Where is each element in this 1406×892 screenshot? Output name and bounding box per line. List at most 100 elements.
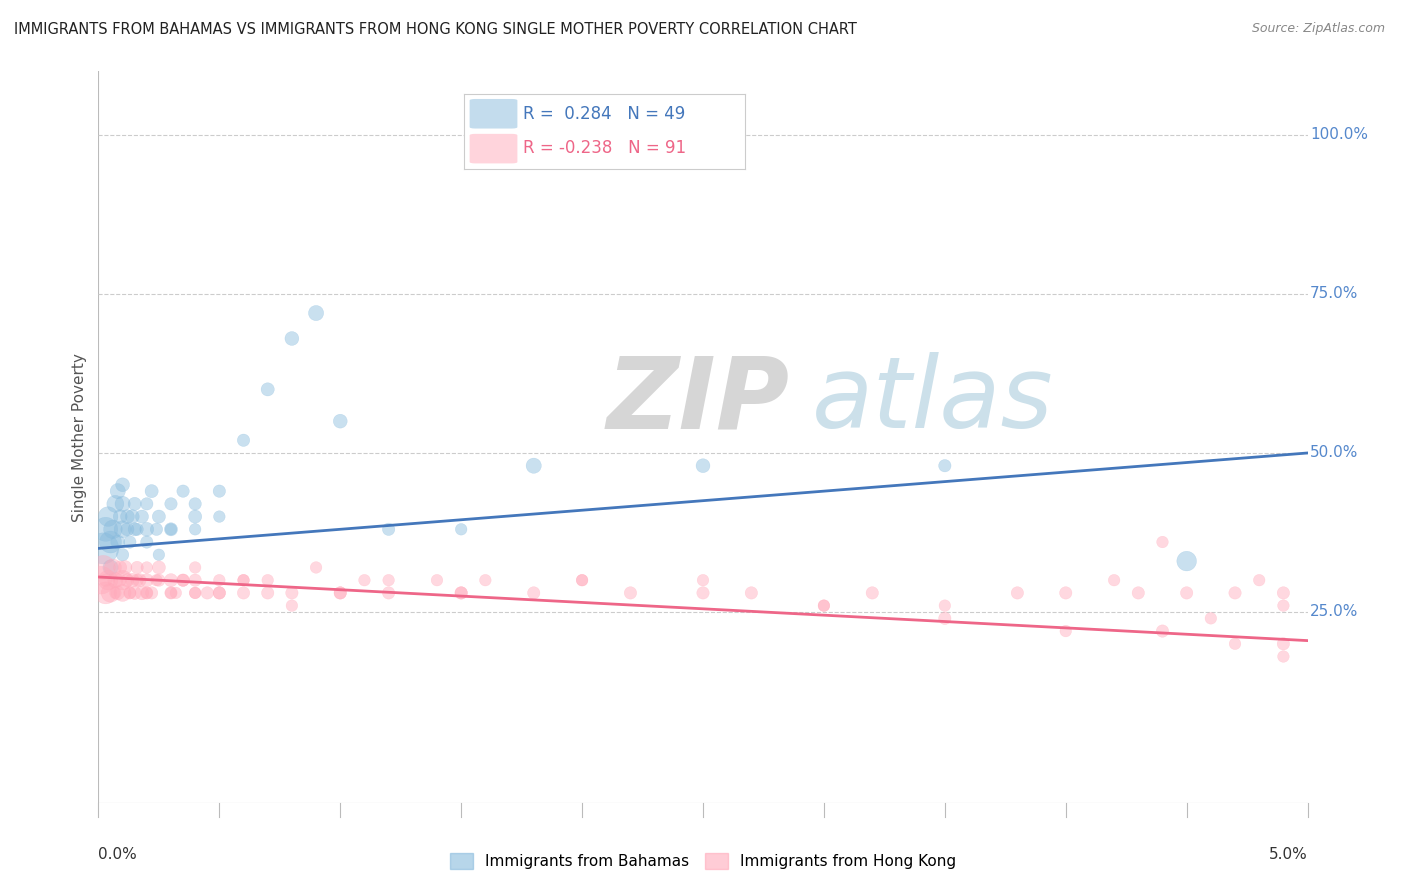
Point: [128, 573, 150, 587]
Text: 50.0%: 50.0%: [1310, 445, 1358, 460]
Point: [232, 586, 254, 600]
Point: [135, 573, 157, 587]
Point: [813, 599, 835, 613]
Point: [184, 560, 207, 574]
Point: [281, 599, 304, 613]
Point: [474, 573, 496, 587]
Point: [1272, 637, 1295, 651]
Point: [232, 573, 254, 587]
Point: [1272, 649, 1295, 664]
Point: [111, 586, 134, 600]
Point: [114, 560, 136, 574]
Point: [148, 560, 170, 574]
Point: [450, 522, 472, 536]
Point: [145, 573, 167, 587]
Point: [329, 414, 352, 428]
Point: [104, 573, 127, 587]
FancyBboxPatch shape: [470, 134, 517, 163]
Point: [135, 586, 157, 600]
Point: [1272, 599, 1295, 613]
Point: [135, 560, 157, 574]
Point: [1007, 586, 1029, 600]
Point: [108, 560, 131, 574]
Point: [127, 560, 149, 574]
Point: [160, 522, 183, 536]
Point: [148, 548, 170, 562]
Point: [1128, 586, 1150, 600]
Text: atlas: atlas: [811, 352, 1053, 449]
Point: [121, 509, 143, 524]
Point: [934, 458, 956, 473]
Point: [97, 573, 120, 587]
Point: [160, 586, 183, 600]
Point: [1175, 586, 1198, 600]
Point: [692, 586, 714, 600]
Point: [141, 484, 163, 499]
Point: [450, 586, 472, 600]
Point: [135, 497, 157, 511]
Point: [184, 497, 207, 511]
Point: [160, 586, 183, 600]
Point: [117, 509, 139, 524]
Point: [148, 509, 170, 524]
Point: [124, 522, 146, 536]
Point: [208, 484, 231, 499]
Point: [160, 522, 183, 536]
Point: [118, 586, 141, 600]
Point: [329, 586, 352, 600]
Point: [1054, 624, 1077, 638]
Point: [692, 573, 714, 587]
Point: [172, 573, 194, 587]
Point: [184, 573, 207, 587]
Point: [90, 573, 112, 587]
Point: [135, 535, 157, 549]
Point: [377, 573, 399, 587]
Point: [813, 599, 835, 613]
Point: [91, 541, 114, 556]
Point: [353, 573, 375, 587]
Point: [281, 331, 304, 345]
Point: [256, 573, 278, 587]
Point: [160, 573, 183, 587]
Point: [934, 599, 956, 613]
Point: [571, 573, 593, 587]
Text: 100.0%: 100.0%: [1310, 128, 1368, 143]
Point: [172, 573, 194, 587]
Point: [101, 522, 124, 536]
Text: 5.0%: 5.0%: [1268, 847, 1308, 862]
Point: [107, 586, 129, 600]
Point: [121, 573, 143, 587]
Text: 25.0%: 25.0%: [1310, 605, 1358, 619]
Point: [165, 586, 187, 600]
Point: [100, 560, 122, 574]
Point: [692, 458, 714, 473]
Point: [117, 573, 139, 587]
Point: [305, 560, 328, 574]
Point: [124, 586, 146, 600]
Point: [94, 522, 117, 536]
Point: [160, 497, 183, 511]
Point: [184, 509, 207, 524]
Point: [256, 586, 278, 600]
Point: [523, 586, 546, 600]
Point: [1223, 586, 1246, 600]
Point: [135, 522, 157, 536]
Point: [1272, 586, 1295, 600]
Point: [131, 509, 153, 524]
Point: [860, 586, 883, 600]
Point: [1223, 637, 1246, 651]
Point: [1249, 573, 1271, 587]
Point: [232, 434, 254, 448]
Point: [172, 484, 194, 499]
Point: [97, 509, 120, 524]
Text: 75.0%: 75.0%: [1310, 286, 1358, 301]
Point: [184, 586, 207, 600]
Point: [184, 522, 207, 536]
Point: [107, 535, 129, 549]
Point: [111, 548, 134, 562]
Point: [118, 586, 141, 600]
Point: [94, 586, 117, 600]
Text: R =  0.284   N = 49: R = 0.284 N = 49: [523, 105, 685, 123]
Point: [104, 586, 127, 600]
Point: [124, 497, 146, 511]
